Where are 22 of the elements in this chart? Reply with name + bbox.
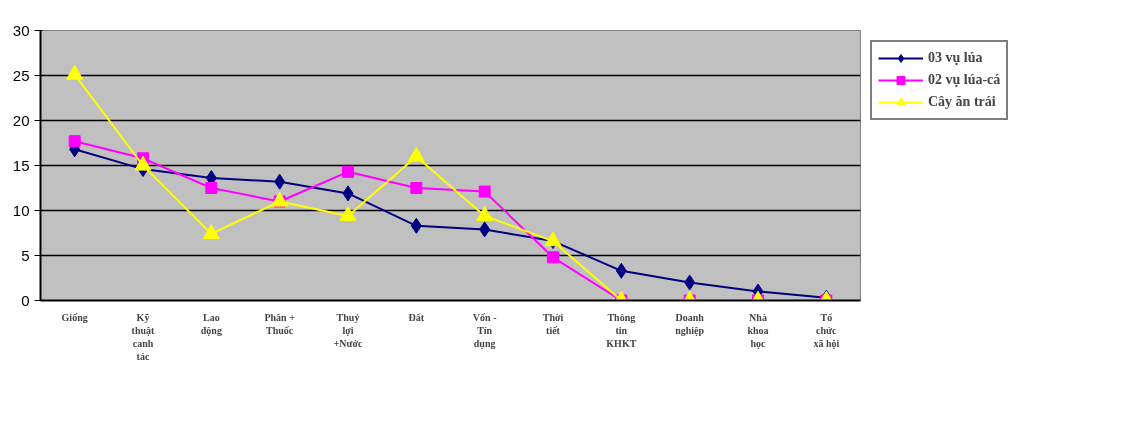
x-tick-label: Thời tiết	[542, 311, 564, 336]
y-tick-label: 25	[12, 66, 30, 84]
y-tick-label: 10	[12, 201, 30, 219]
y-tick-label: 0	[21, 291, 30, 309]
y-tick-label: 20	[12, 111, 30, 129]
legend-label: 02 vụ lúa-cá	[928, 72, 1001, 88]
x-tick-label: Nhà khoa học	[747, 311, 769, 349]
y-tick-label: 15	[12, 156, 30, 174]
x-tick-label: Vốn - Tín dụng	[472, 311, 497, 349]
legend-label: 03 vụ lúa	[928, 50, 983, 66]
x-tick-label: Doanh nghiệp	[675, 311, 705, 336]
y-tick-label: 5	[21, 246, 30, 264]
x-tick-label: Phân + Thuốc	[264, 311, 296, 336]
legend-label: Cây ăn trái	[928, 94, 996, 110]
x-tick-label: Lao động	[200, 311, 222, 336]
x-tick-label: Đất	[408, 311, 425, 323]
x-tick-label: Thông tin KHKT	[606, 311, 637, 349]
y-tick-label: 30	[12, 21, 30, 39]
x-tick-label: Thuỷ lợi +Nước	[333, 311, 364, 349]
x-tick-label: Tổ chức xã hội	[813, 311, 840, 349]
x-tick-label: Giống	[61, 311, 88, 323]
x-tick-label: Kỹ thuật canh tác	[131, 311, 156, 363]
